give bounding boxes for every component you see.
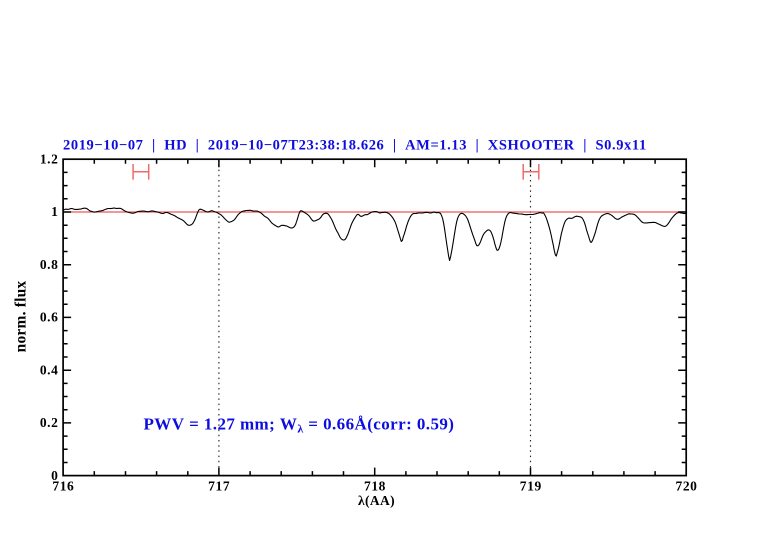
svg-text:718: 718 bbox=[364, 479, 386, 494]
svg-text:716: 716 bbox=[52, 479, 74, 494]
svg-text:λ(AA): λ(AA) bbox=[358, 493, 395, 508]
svg-text:0: 0 bbox=[51, 468, 58, 483]
svg-text:PWV = 1.27 mm; Wλ = 0.66Å(corr: PWV = 1.27 mm; Wλ = 0.66Å(corr: 0.59) bbox=[144, 415, 455, 436]
svg-text:717: 717 bbox=[208, 479, 230, 494]
svg-text:0.6: 0.6 bbox=[40, 310, 59, 325]
svg-text:2019−10−07 | HD | 2019−10−: 2019−10−07 | HD | 2019−10−07T23:38:18.62… bbox=[63, 137, 647, 153]
svg-text:1: 1 bbox=[51, 204, 58, 219]
svg-text:1.2: 1.2 bbox=[40, 151, 59, 166]
svg-text:norm. flux: norm. flux bbox=[13, 281, 30, 353]
svg-text:720: 720 bbox=[675, 479, 697, 494]
svg-text:719: 719 bbox=[520, 479, 542, 494]
svg-text:0.2: 0.2 bbox=[40, 415, 59, 430]
svg-text:0.4: 0.4 bbox=[40, 362, 59, 377]
svg-text:0.8: 0.8 bbox=[40, 257, 59, 272]
